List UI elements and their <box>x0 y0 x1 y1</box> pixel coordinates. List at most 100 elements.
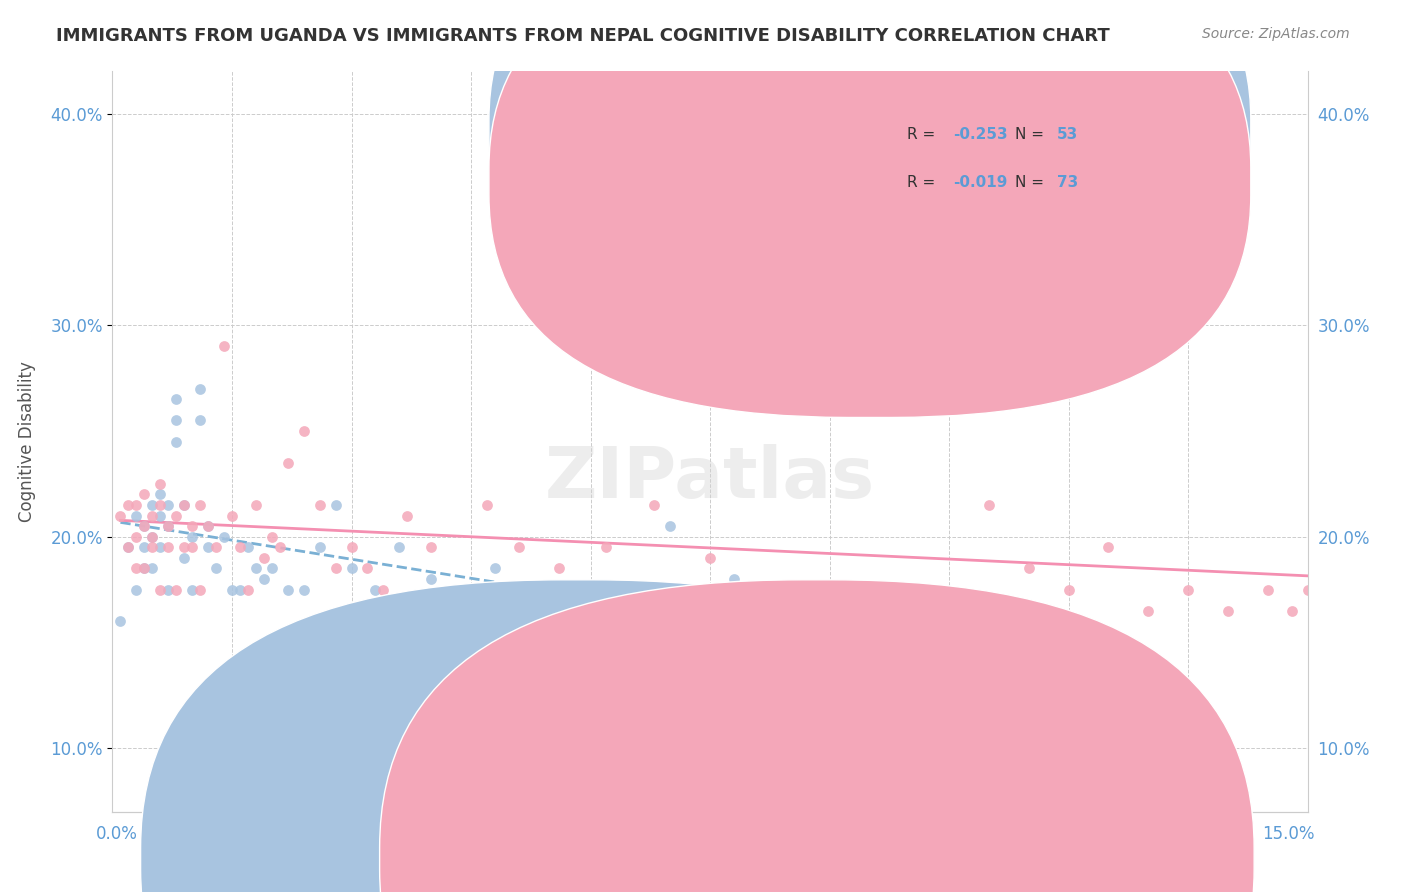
Point <box>451 582 474 597</box>
Point <box>364 582 387 597</box>
Point <box>229 541 252 555</box>
Point <box>188 413 211 427</box>
Point <box>165 392 187 407</box>
Point <box>1329 582 1351 597</box>
Point <box>141 530 163 544</box>
Point <box>444 582 467 597</box>
Point <box>188 382 211 396</box>
FancyBboxPatch shape <box>489 0 1251 417</box>
Point <box>245 561 267 575</box>
Point <box>188 498 211 512</box>
Point <box>643 498 665 512</box>
Point <box>197 519 219 533</box>
Point <box>165 508 187 523</box>
Point <box>779 604 801 618</box>
Text: R =: R = <box>907 127 941 142</box>
Point <box>157 582 180 597</box>
Point <box>1018 561 1040 575</box>
Text: R =: R = <box>907 175 941 190</box>
Text: -0.253: -0.253 <box>953 127 1007 142</box>
Point <box>188 582 211 597</box>
Point <box>134 561 156 575</box>
Point <box>212 339 235 353</box>
Text: N =: N = <box>1015 127 1049 142</box>
Point <box>595 541 617 555</box>
Point <box>1216 604 1239 618</box>
Point <box>1137 604 1160 618</box>
Point <box>396 508 419 523</box>
Text: Immigrants from Nepal: Immigrants from Nepal <box>838 852 1015 866</box>
Point <box>762 582 785 597</box>
Point <box>308 498 330 512</box>
Point <box>173 498 195 512</box>
Text: N =: N = <box>1015 175 1049 190</box>
Point <box>325 561 347 575</box>
Point <box>141 561 163 575</box>
Point <box>212 530 235 544</box>
Point <box>373 582 395 597</box>
Point <box>134 541 156 555</box>
Point <box>1281 604 1303 618</box>
Point <box>292 582 315 597</box>
Point <box>253 572 276 586</box>
Point <box>221 582 243 597</box>
Point <box>1057 582 1080 597</box>
Point <box>205 541 228 555</box>
Point <box>165 582 187 597</box>
Point <box>269 541 291 555</box>
Point <box>110 508 132 523</box>
Text: IMMIGRANTS FROM UGANDA VS IMMIGRANTS FROM NEPAL COGNITIVE DISABILITY CORRELATION: IMMIGRANTS FROM UGANDA VS IMMIGRANTS FRO… <box>56 27 1109 45</box>
Point <box>149 541 172 555</box>
Point <box>149 508 172 523</box>
Text: 53: 53 <box>1057 127 1078 142</box>
Point <box>157 498 180 512</box>
Point <box>141 508 163 523</box>
Point <box>110 615 132 629</box>
Point <box>117 541 139 555</box>
Point <box>1312 604 1334 618</box>
Point <box>141 530 163 544</box>
Point <box>197 519 219 533</box>
Text: Source: ZipAtlas.com: Source: ZipAtlas.com <box>1202 27 1350 41</box>
Point <box>1392 582 1406 597</box>
Text: 0.0%: 0.0% <box>96 825 138 843</box>
Point <box>1257 582 1279 597</box>
Point <box>157 541 180 555</box>
Point <box>141 541 163 555</box>
Point <box>221 508 243 523</box>
Point <box>260 561 283 575</box>
Point <box>181 541 204 555</box>
Point <box>134 487 156 501</box>
Point <box>134 561 156 575</box>
Point <box>1097 541 1119 555</box>
Point <box>117 498 139 512</box>
Point <box>125 508 148 523</box>
Point <box>356 561 378 575</box>
Point <box>612 604 634 618</box>
FancyBboxPatch shape <box>489 0 1251 369</box>
Point <box>125 561 148 575</box>
Point <box>277 456 299 470</box>
FancyBboxPatch shape <box>824 97 1170 227</box>
Point <box>149 476 172 491</box>
Point <box>134 519 156 533</box>
Point <box>659 519 682 533</box>
Point <box>157 519 180 533</box>
Point <box>1344 604 1367 618</box>
Point <box>475 498 498 512</box>
Point <box>547 561 569 575</box>
Point <box>173 550 195 565</box>
Point <box>141 498 163 512</box>
Point <box>245 498 267 512</box>
Point <box>125 498 148 512</box>
Point <box>1177 582 1199 597</box>
Point <box>1360 582 1382 597</box>
Text: 73: 73 <box>1057 175 1078 190</box>
Point <box>723 572 745 586</box>
Point <box>236 582 259 597</box>
Y-axis label: Cognitive Disability: Cognitive Disability <box>18 361 37 522</box>
Point <box>420 572 443 586</box>
Point <box>165 413 187 427</box>
Point <box>308 541 330 555</box>
Point <box>1376 604 1399 618</box>
